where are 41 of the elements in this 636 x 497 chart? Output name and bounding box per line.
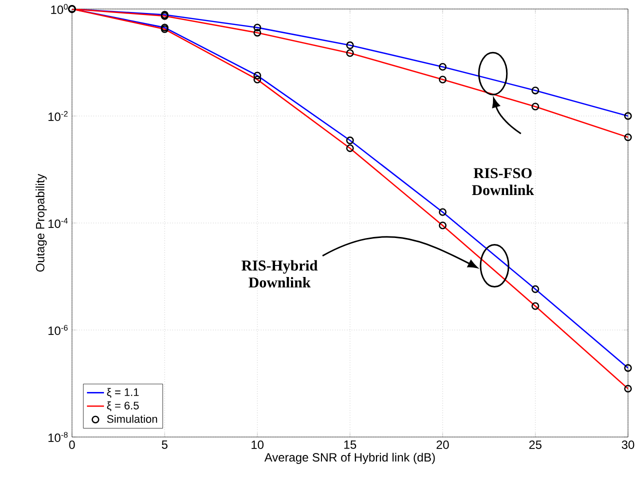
point [253,72,262,80]
point [531,86,540,94]
x-tick-label: 30 [622,440,634,449]
point [624,112,632,120]
x-tick-label: 15 [344,440,356,449]
point [438,208,447,216]
annotation: RIS-Hybrid Downlink [242,260,318,288]
point [160,24,169,32]
point [624,133,632,142]
y-tick-label: 10$^{-6}$ [48,324,68,336]
point [253,24,262,32]
point [624,364,632,372]
y-tick-label: 10$^{0}$ [51,4,68,14]
point [438,76,447,84]
point [624,384,632,393]
point [253,76,262,84]
point [253,28,262,37]
legend-label: ξ = 6.5 [107,401,139,412]
y-tick-label: 10$^{-4}$ [48,218,68,228]
x-tick-label: 10 [252,440,264,449]
point [346,136,354,144]
y-tick-label: 10$^{-8}$ [48,432,68,442]
y-axis-title: Outage Propability [36,174,47,272]
point [531,285,540,294]
y-tick-label: 10$^{-2}$ [48,110,68,122]
point [346,41,354,50]
x-tick-label: 5 [162,440,168,449]
x-axis-title: Average SNR of Hybrid link (dB) [264,452,435,464]
x-tick-label: 0 [69,440,75,449]
x-tick-label: 20 [436,440,449,449]
point [160,25,169,34]
point [438,62,447,71]
point [346,49,354,57]
annotation: RIS-FSO Downlink [472,168,534,196]
point [346,144,354,152]
legend-label: Simulation [107,414,158,423]
legend-label: ξ = 1.1 [107,388,139,398]
point [438,222,447,230]
x-tick-label: 25 [529,440,542,449]
point [531,302,540,310]
point [531,102,540,110]
